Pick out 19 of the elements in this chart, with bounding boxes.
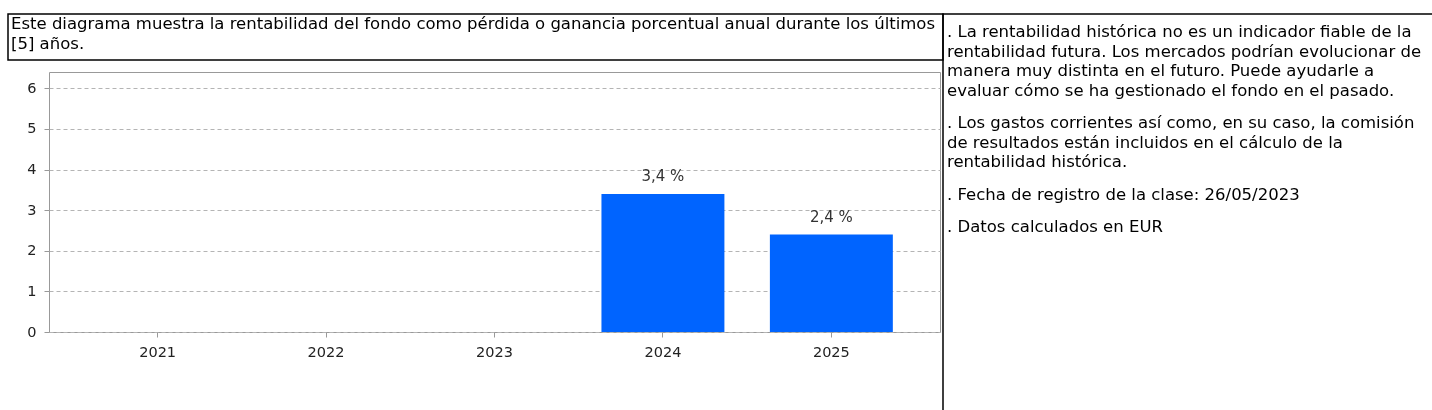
y-tick-label: 5 <box>27 120 37 137</box>
y-tick-label: 4 <box>27 161 37 177</box>
x-tick-label: 2025 <box>812 343 850 360</box>
text: . Datos calculados en EUR <box>947 216 1163 236</box>
x-tick-label: 2024 <box>644 343 682 360</box>
data-label: 3,4 % <box>641 166 685 185</box>
x-tick-label: 2023 <box>476 343 513 360</box>
y-tick-label: 6 <box>27 79 37 96</box>
y-tick-label: 3 <box>27 201 37 218</box>
text: . Los gastos corrientes así como, en su caso, la comisión de resultados están incluidos en el cálculo de la rentabilidad histórica. <box>947 113 1415 172</box>
x-tick-label: 2022 <box>307 343 345 360</box>
y-tick-label: 0 <box>27 323 37 340</box>
text: . Fecha de registro de la clase: 26/05/2023 <box>947 184 1300 204</box>
text: . La rentabilidad histórica no es un indicador fiable de la rentabilidad futura. Los mercados podrían evolucionar de manera muy distinta en el futuro. Puede ayudarle a evaluar cómo se ha gestionado el fondo en el pasado. <box>947 22 1422 101</box>
y-tick-label: 1 <box>27 282 37 299</box>
y-tick-label: 2 <box>27 242 37 259</box>
chart-title: Este diagrama muestra la rentabilidad del fondo como pérdida o ganancia porcentual anual durante los últimos [5] años. <box>11 14 936 53</box>
data-label: 2,4 % <box>809 207 853 226</box>
x-tick-label: 2021 <box>139 343 177 360</box>
